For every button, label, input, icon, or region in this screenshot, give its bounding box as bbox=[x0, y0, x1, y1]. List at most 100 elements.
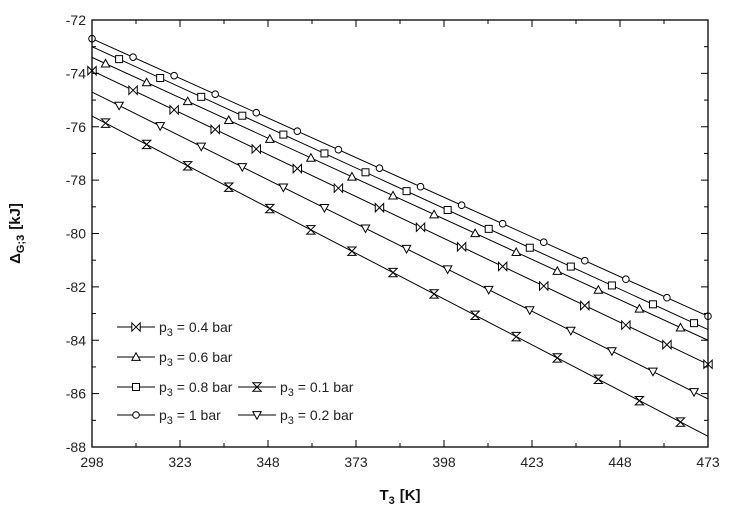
series-point bbox=[279, 130, 288, 139]
series-point bbox=[155, 122, 166, 132]
series-point bbox=[129, 53, 137, 61]
series-point bbox=[87, 65, 97, 77]
series-point bbox=[510, 331, 522, 342]
legend-item: p3 = 0.1 bar bbox=[238, 379, 354, 399]
series-line bbox=[91, 70, 709, 365]
series-point bbox=[622, 275, 630, 284]
series-point bbox=[333, 182, 344, 194]
series-point bbox=[251, 143, 261, 155]
series-point bbox=[607, 281, 616, 290]
series-point bbox=[169, 104, 179, 116]
series-point bbox=[346, 171, 358, 181]
legend-marker bbox=[132, 383, 140, 391]
series-point bbox=[223, 182, 235, 192]
series-point bbox=[278, 183, 289, 193]
series-point bbox=[592, 374, 604, 385]
series-point bbox=[581, 256, 589, 265]
series-triangle-down bbox=[91, 91, 709, 400]
series-point bbox=[457, 201, 466, 210]
series-point bbox=[634, 395, 645, 406]
x-axis-title-unit: [K] bbox=[400, 487, 421, 504]
series-point bbox=[196, 142, 207, 152]
y-tick-label: -76 bbox=[66, 119, 86, 135]
series-hourglass bbox=[91, 115, 709, 437]
series-point bbox=[456, 241, 467, 253]
legend-label-sub: 3 bbox=[167, 415, 173, 427]
series-point bbox=[387, 190, 399, 200]
series-point bbox=[675, 322, 686, 332]
series-point bbox=[524, 306, 535, 316]
y-tick-label: -72 bbox=[66, 12, 86, 28]
series-point bbox=[690, 319, 699, 328]
legend-marker bbox=[251, 411, 263, 421]
legend-item: p3 = 0.8 bar bbox=[117, 379, 233, 399]
series-point bbox=[114, 101, 125, 111]
x-tick-label: 298 bbox=[80, 454, 104, 470]
x-axis-title: T3 [K] bbox=[379, 487, 420, 507]
legend-marker bbox=[130, 351, 142, 361]
x-tick-label: 398 bbox=[432, 454, 456, 470]
legend-label-sub: 3 bbox=[288, 387, 294, 399]
legend-item: p3 = 0.4 bar bbox=[117, 319, 233, 339]
series-point bbox=[100, 118, 111, 128]
series-point bbox=[305, 152, 316, 162]
series-point bbox=[647, 367, 659, 377]
series-point bbox=[197, 92, 206, 101]
series-circle bbox=[88, 34, 712, 321]
legend-item: p3 = 0.6 bar bbox=[117, 349, 233, 369]
x-tick-label: 473 bbox=[696, 454, 720, 470]
series-point bbox=[443, 206, 452, 215]
series-point bbox=[346, 246, 358, 256]
series-line bbox=[91, 91, 709, 400]
series-point bbox=[606, 347, 617, 357]
series-point bbox=[238, 111, 247, 120]
series-line bbox=[91, 115, 709, 437]
series-point bbox=[539, 238, 548, 247]
series-point bbox=[100, 58, 111, 68]
series-point bbox=[375, 164, 384, 173]
series-point bbox=[442, 265, 453, 275]
series-point bbox=[387, 267, 399, 278]
legend-label-sub: 3 bbox=[167, 357, 173, 369]
series-point bbox=[565, 326, 576, 336]
series-line bbox=[91, 38, 709, 317]
series-point bbox=[662, 339, 672, 351]
legend-label-rest: = 0.6 bar bbox=[173, 349, 233, 365]
series-point bbox=[141, 139, 153, 150]
series-point bbox=[428, 289, 440, 299]
legend-label: p3 = 0.6 bar bbox=[159, 349, 233, 369]
legend-marker bbox=[251, 382, 263, 392]
legend-label-main: p bbox=[280, 407, 288, 423]
series-point bbox=[264, 133, 275, 143]
y-tick-label: -80 bbox=[66, 226, 86, 242]
series-point bbox=[210, 124, 220, 135]
series-point bbox=[211, 90, 219, 98]
series-point bbox=[361, 168, 370, 177]
series-point bbox=[580, 300, 590, 311]
series-point bbox=[483, 285, 494, 295]
legend-item: p3 = 0.2 bar bbox=[238, 407, 354, 427]
series-point bbox=[319, 204, 330, 214]
series-point bbox=[470, 228, 481, 238]
series-point bbox=[141, 77, 152, 87]
series-point bbox=[621, 319, 631, 331]
series-point bbox=[320, 149, 329, 158]
series-point bbox=[497, 261, 508, 272]
series-point bbox=[115, 55, 124, 64]
legend-label-main: p bbox=[280, 379, 288, 395]
series-point bbox=[663, 293, 671, 302]
series-point bbox=[703, 358, 713, 370]
legend-marker bbox=[132, 411, 140, 419]
series-point bbox=[182, 161, 194, 171]
y-tick-label: -84 bbox=[66, 332, 86, 348]
series-point bbox=[498, 219, 507, 228]
legend-label-rest: = 0.2 bar bbox=[294, 407, 354, 423]
series-point bbox=[484, 224, 493, 233]
series-point bbox=[374, 202, 385, 214]
series-triangle-up bbox=[91, 56, 709, 341]
y-tick-label: -74 bbox=[66, 65, 86, 81]
legend-label-rest: = 1 bar bbox=[173, 407, 221, 423]
legend-label-sub: 3 bbox=[288, 415, 294, 427]
series-point bbox=[648, 300, 657, 309]
